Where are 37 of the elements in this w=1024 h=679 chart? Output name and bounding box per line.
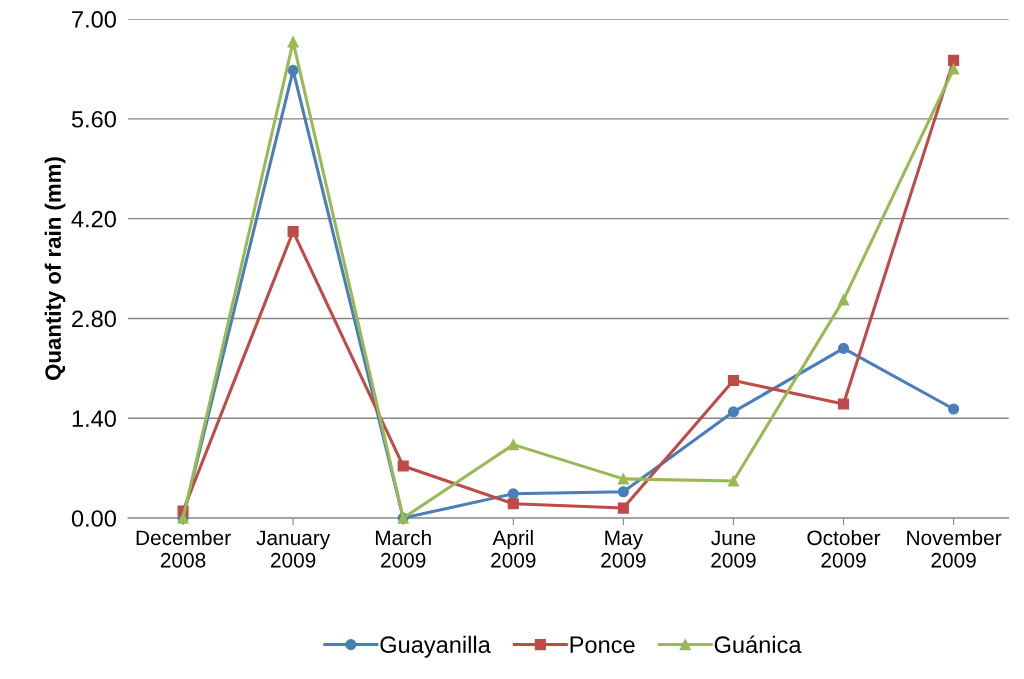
y-tick-label: 1.40	[72, 410, 116, 428]
x-tick-label: December 2008	[136, 529, 231, 568]
point	[507, 488, 519, 500]
point	[727, 475, 739, 487]
y-tick-label: 2.80	[72, 310, 116, 328]
point	[727, 406, 739, 418]
point	[948, 63, 960, 75]
x-tick-label: June 2009	[711, 530, 756, 568]
x-tick-label: April 2009	[491, 529, 536, 568]
point	[287, 36, 299, 48]
point	[287, 225, 299, 238]
point	[948, 403, 960, 415]
legend-label: Ponce	[570, 636, 635, 654]
legend-label: Guánica	[714, 635, 802, 654]
y-tick-label: 0.00	[71, 510, 116, 527]
point	[837, 342, 850, 354]
y-axis-title: Quantity of rain (mm)	[44, 157, 66, 380]
x-tick-label: October 2009	[807, 529, 881, 568]
point	[727, 374, 739, 387]
point	[617, 486, 629, 498]
legend-label: Guayanilla	[380, 635, 491, 658]
point	[287, 64, 299, 76]
point	[617, 502, 629, 514]
point	[837, 398, 850, 410]
x-tick-label: January 2009	[256, 530, 331, 568]
y-tick-label: 5.60	[71, 110, 116, 128]
x-tick-label: March 2009	[375, 529, 431, 568]
point	[837, 294, 850, 306]
x-tick-label: May 2009	[601, 530, 646, 568]
x-tick-label: November 2009	[907, 529, 1002, 568]
point	[507, 498, 519, 510]
point	[397, 460, 409, 472]
point	[617, 473, 629, 485]
y-tick-label: 7.00	[72, 11, 116, 28]
y-tick-label: 4.20	[71, 210, 116, 228]
point	[507, 439, 519, 451]
point	[948, 54, 960, 66]
